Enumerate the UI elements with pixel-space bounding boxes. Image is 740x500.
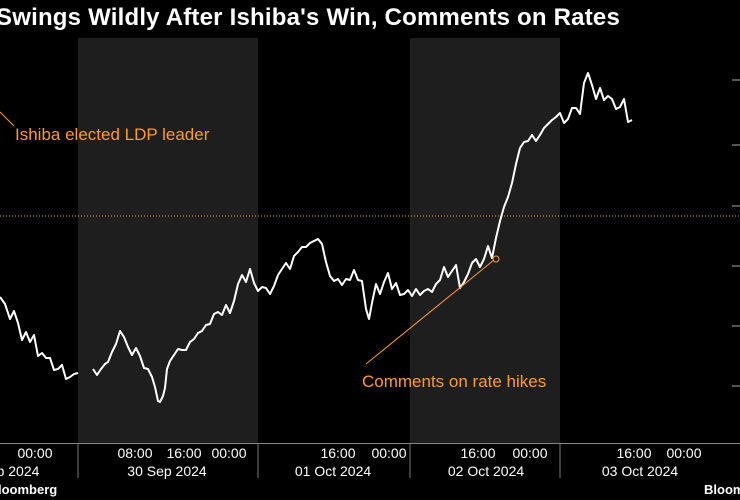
x-tick-label: 16:00 (616, 445, 651, 461)
session-shade-band (410, 38, 560, 444)
session-shade-band (78, 38, 258, 444)
x-tick-label: 00:00 (512, 445, 547, 461)
annotation-marker (492, 255, 500, 263)
price-series-line (92, 72, 633, 403)
annotation-leader-line (0, 111, 15, 127)
x-tick-label: 08:00 (117, 445, 152, 461)
x-tick-label: 16:00 (460, 445, 495, 461)
x-date-label: p 2024 (0, 463, 40, 479)
chart-title: Swings Wildly After Ishiba's Win, Commen… (0, 4, 621, 31)
source-label-right: Bloom (704, 482, 740, 497)
x-tick-label: 00:00 (666, 445, 701, 461)
x-tick-label: 00:00 (211, 445, 246, 461)
x-date-label: 01 Oct 2024 (295, 463, 371, 479)
x-date-label: 03 Oct 2024 (602, 463, 678, 479)
x-date-label: 02 Oct 2024 (448, 463, 524, 479)
price-series-line (0, 296, 79, 380)
source-label: loomberg (0, 482, 58, 497)
x-tick-label: 16:00 (166, 445, 201, 461)
x-tick-label: 16:00 (320, 445, 355, 461)
annotation-ishiba-elected: Ishiba elected LDP leader (15, 125, 210, 144)
annotation-rate-hikes: Comments on rate hikes (362, 372, 546, 391)
x-tick-label: 00:00 (371, 445, 406, 461)
x-tick-label: 00:00 (17, 445, 52, 461)
annotation-leader-line (365, 259, 495, 365)
x-date-label: 30 Sep 2024 (127, 463, 207, 479)
